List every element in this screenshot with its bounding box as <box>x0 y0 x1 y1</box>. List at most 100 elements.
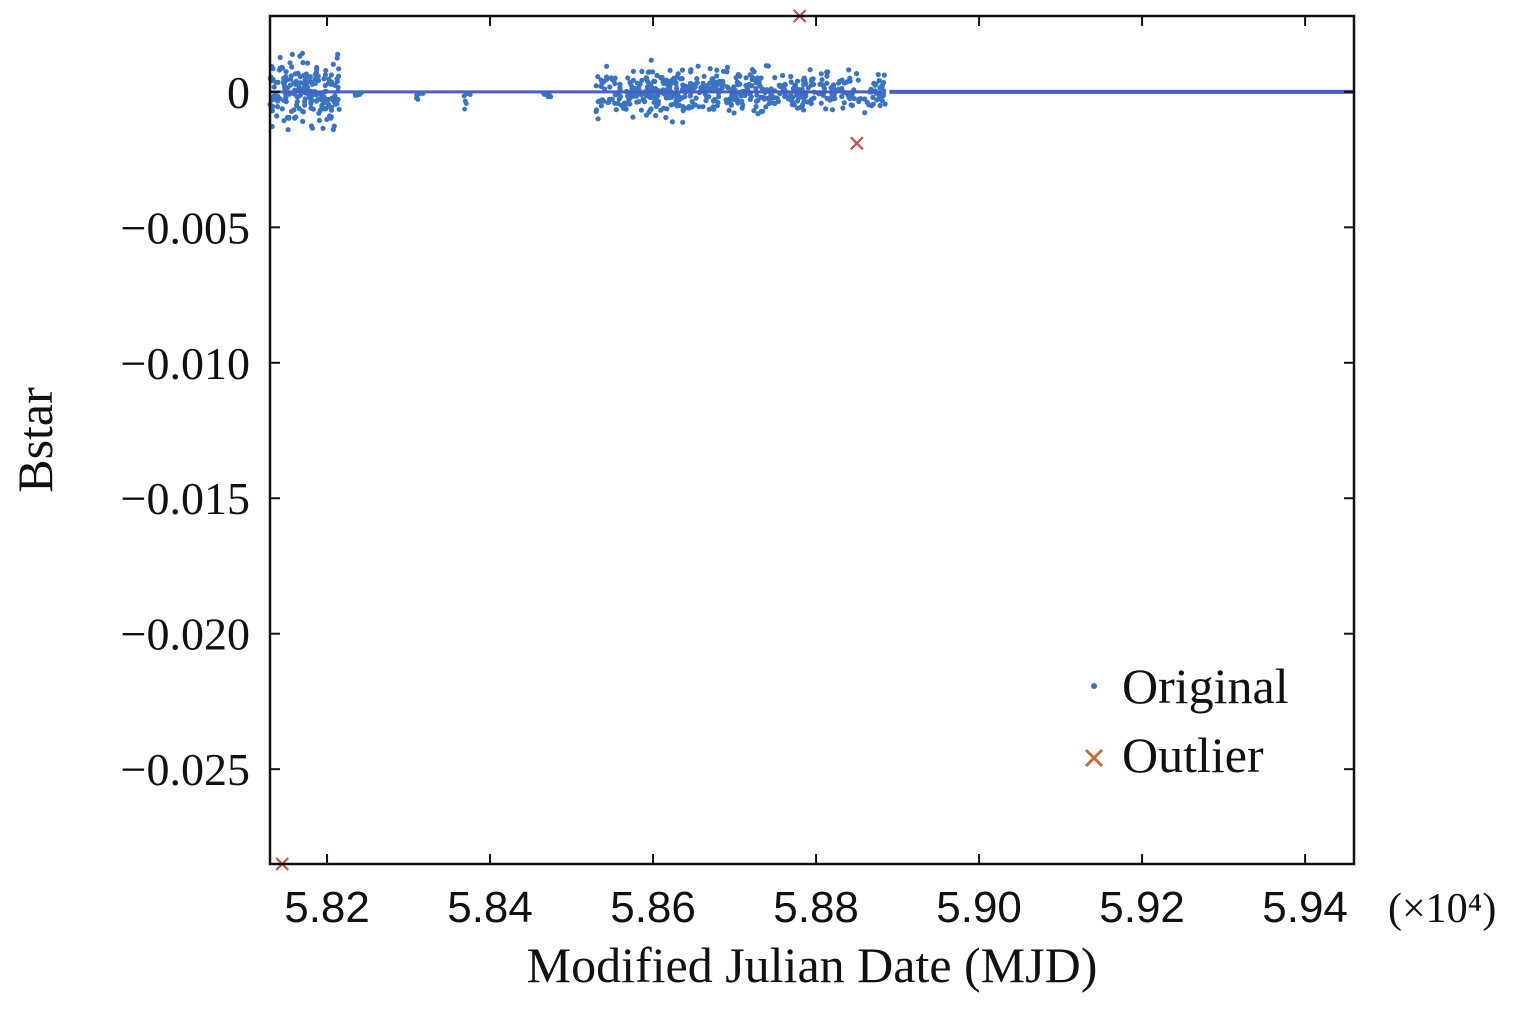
data-point <box>630 77 637 83</box>
data-point <box>688 67 694 73</box>
data-point <box>724 69 730 75</box>
data-point <box>275 104 281 110</box>
data-point <box>679 67 686 73</box>
data-point <box>734 97 740 103</box>
data-point <box>626 97 632 103</box>
data-point <box>283 74 289 80</box>
data-point <box>795 78 801 84</box>
data-point <box>621 105 627 111</box>
data-point <box>664 106 670 112</box>
data-point <box>321 100 327 106</box>
data-point <box>809 76 815 82</box>
data-point <box>625 75 631 81</box>
data-point <box>652 78 658 85</box>
data-point <box>658 107 664 113</box>
data-point <box>758 75 764 81</box>
data-point <box>751 108 757 114</box>
data-point <box>321 76 327 82</box>
legend-outlier-marker <box>1084 748 1104 768</box>
data-point <box>728 101 734 107</box>
data-point <box>758 94 764 100</box>
data-point <box>800 107 807 113</box>
ticks-layer: 5.82 5.84 5.86 5.88 5.90 5.92 5.94 0 −0.005 −0.01… <box>121 16 1354 932</box>
data-point <box>829 94 835 100</box>
data-point <box>645 69 651 75</box>
data-point <box>824 80 830 86</box>
data-point <box>631 93 637 99</box>
data-point <box>295 70 301 76</box>
data-point <box>668 80 674 87</box>
data-point <box>709 76 715 82</box>
data-point <box>332 82 338 88</box>
data-point <box>663 114 669 121</box>
data-point <box>864 99 870 105</box>
data-point <box>874 97 880 103</box>
legend-original-marker <box>1091 683 1097 689</box>
data-point <box>323 67 329 74</box>
legend-outlier-label: Outlier <box>1122 727 1264 783</box>
data-point <box>277 54 283 61</box>
data-point <box>639 68 645 74</box>
data-point <box>777 83 784 89</box>
data-point <box>328 115 334 121</box>
data-point <box>807 67 813 73</box>
data-point <box>462 106 467 112</box>
data-point <box>612 100 618 106</box>
data-point <box>283 69 289 75</box>
data-point <box>669 119 676 125</box>
data-point <box>737 73 743 79</box>
data-point <box>271 84 277 90</box>
data-point <box>706 86 712 92</box>
data-point <box>540 90 546 96</box>
data-point <box>753 103 759 110</box>
data-point <box>790 86 797 92</box>
data-point <box>616 96 622 102</box>
data-point <box>601 98 607 104</box>
data-point <box>712 85 718 91</box>
data-point <box>677 76 683 82</box>
data-point <box>612 92 619 98</box>
data-point <box>593 83 599 89</box>
data-point <box>829 107 836 113</box>
data-point <box>328 72 334 78</box>
data-point <box>723 97 729 103</box>
data-point <box>726 107 732 113</box>
data-point <box>856 98 862 105</box>
data-point <box>757 83 763 89</box>
data-point <box>788 79 794 85</box>
x-tick-label: 5.94 <box>1262 883 1348 932</box>
data-point <box>877 102 883 109</box>
data-point <box>710 104 716 110</box>
data-point <box>821 85 828 92</box>
data-point <box>640 96 646 102</box>
data-point <box>636 85 642 91</box>
data-point <box>707 66 713 72</box>
data-point <box>686 103 692 110</box>
data-point <box>638 107 645 113</box>
data-point <box>841 100 847 106</box>
data-point <box>836 80 842 86</box>
data-point <box>755 97 761 103</box>
data-point <box>624 101 630 107</box>
data-point <box>612 80 618 87</box>
data-point <box>794 98 801 104</box>
data-point <box>772 100 778 107</box>
data-point <box>604 74 610 80</box>
data-point <box>763 63 769 69</box>
data-point <box>281 80 288 86</box>
data-point <box>279 106 285 112</box>
data-point <box>749 77 755 83</box>
data-point <box>731 84 737 90</box>
data-point <box>281 118 287 124</box>
data-point <box>823 106 829 112</box>
data-point <box>296 105 302 111</box>
data-point <box>692 102 698 108</box>
data-point <box>846 67 852 73</box>
data-point <box>648 84 655 90</box>
x-tick-label: 5.84 <box>447 883 533 932</box>
data-point <box>294 99 300 105</box>
data-point <box>277 65 283 71</box>
outlier-point <box>850 136 864 151</box>
y-axis-title: Bstar <box>7 387 63 493</box>
data-point <box>714 73 720 79</box>
